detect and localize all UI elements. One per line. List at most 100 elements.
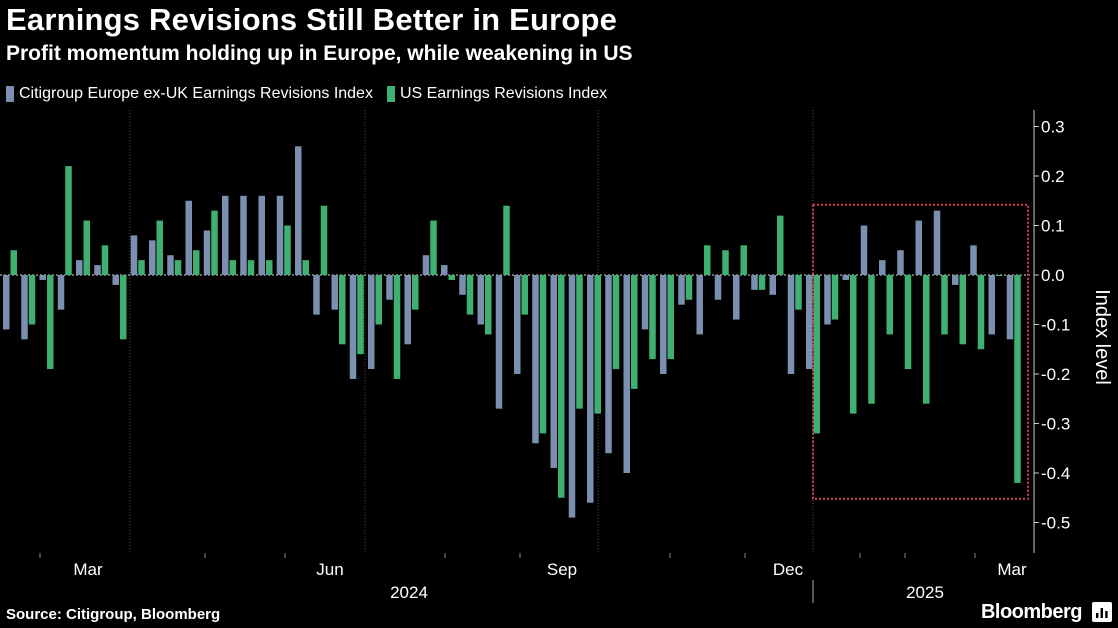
y-tick-label: -0.1 [1041,316,1070,335]
bar-us [357,275,364,355]
bar-us [631,275,638,389]
bar-europe [568,275,576,518]
bar-us [65,166,72,275]
bloomberg-logo: Bloomberg [980,601,1083,623]
bar-europe [441,265,448,275]
bar-europe [222,195,229,275]
x-month-label: Jun [316,560,343,579]
bar-europe [1006,275,1014,340]
bar-us [247,260,255,275]
x-year-label: 2024 [390,583,428,602]
bar-europe [477,275,484,325]
bar-europe [660,275,667,374]
bar-us [339,275,346,345]
bar-us [923,275,930,404]
bar-us [430,220,437,275]
bar-europe [495,275,503,409]
bar-us [412,275,419,310]
bar-europe [258,195,265,275]
bar-europe [532,275,539,444]
bar-europe [459,275,466,295]
chart-subtitle: Profit momentum holding up in Europe, wh… [6,42,633,65]
x-month-label: Mar [997,560,1027,579]
bar-europe [605,275,612,454]
legend: Citigroup Europe ex-UK Earnings Revision… [6,85,607,103]
bar-europe [185,200,192,275]
bar-us [448,275,455,280]
bar-us [904,275,912,370]
bar-us [174,260,182,275]
bar-europe [733,275,740,320]
bar-us [284,225,291,275]
bar-us [977,275,985,350]
bar-europe [39,275,46,280]
bar-us [47,275,54,370]
bar-europe [167,255,174,275]
chart-title: Earnings Revisions Still Better in Europ… [6,2,618,37]
bar-us [959,275,966,345]
y-tick-label: -0.2 [1041,365,1070,384]
y-axis-label: Index level [1091,289,1113,385]
bar-us [941,275,948,335]
bar-us [101,245,109,275]
bar-europe [769,275,776,295]
bar-us [777,215,784,275]
source-note: Source: Citigroup, Bloomberg [6,606,221,623]
bloomberg-chart-icon [1092,602,1112,622]
x-month-label: Sep [547,560,577,579]
bar-europe [824,275,831,325]
bar-europe [368,275,375,370]
bar-us [302,260,309,275]
bar-europe [970,245,977,275]
bar-europe [240,195,247,275]
bar-europe [331,275,338,310]
bar-us [996,275,1003,276]
y-tick-label: -0.4 [1041,464,1070,483]
bar-us [612,275,620,370]
bar-europe [276,195,284,275]
bar-us [393,275,401,379]
bar-us [521,275,528,315]
bar-europe [915,220,922,275]
x-month-label: Mar [73,560,103,579]
bar-us [539,275,547,434]
bar-us [868,275,875,404]
bar-europe [550,275,557,469]
x-year-label: 2025 [906,583,944,602]
bar-us [466,275,474,315]
bar-europe [57,275,65,310]
legend-label-us: US Earnings Revisions Index [399,85,608,102]
bar-europe [386,275,393,300]
bar-europe [806,275,813,370]
bar-us [758,275,766,290]
bar-europe [203,230,211,275]
bar-us [503,205,510,275]
bar-us [576,275,583,409]
bar-us [320,205,328,275]
bar-europe [842,275,849,280]
bar-us [704,245,711,275]
bar-us [28,275,36,325]
bar-us [831,275,839,320]
highlight-box [812,203,1029,500]
bar-europe [587,275,594,503]
legend-swatch-us [386,86,395,102]
bar-us [485,275,492,335]
bar-europe [349,275,357,379]
bar-europe [787,275,795,374]
bar-us [594,275,601,414]
bar-europe [696,275,703,335]
bar-europe [149,240,156,275]
bar-us [649,275,656,360]
bar-us [795,275,802,310]
y-tick-label: -0.3 [1041,415,1070,434]
bar-europe [714,275,722,300]
bar-europe [313,275,320,315]
bar-europe [404,275,411,345]
legend-item-us: US Earnings Revisions Index [386,85,608,103]
bar-europe [933,210,941,275]
y-tick-label: 0.0 [1041,266,1065,285]
x-month-label: Dec [773,560,804,579]
y-tick-label: 0.2 [1041,167,1065,186]
bar-us [1014,275,1021,483]
